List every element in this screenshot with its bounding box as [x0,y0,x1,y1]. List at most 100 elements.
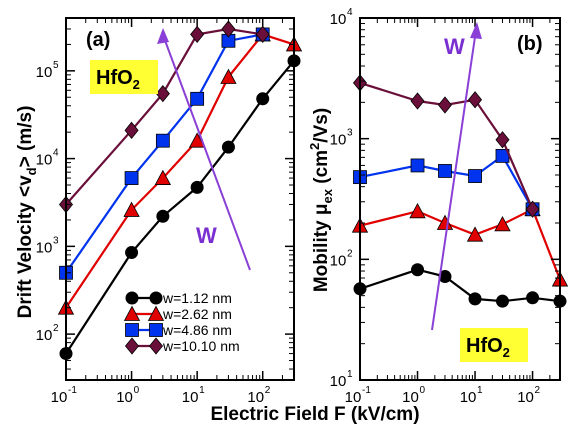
panel-b-label: (b) [517,33,543,55]
data-point-w10-10-b [410,92,425,110]
data-point-w10-10-b [525,200,540,218]
series-line-w2-62-b [359,207,562,280]
legend-marker-w4-86-left [125,323,139,337]
legend-entry-w1-12: w=1.12 nm [125,290,232,306]
data-point-w10-10-a [255,25,270,44]
y-tick-label-a: 10 [36,239,53,256]
y-tick-label-a: 10 [36,152,53,169]
legend-marker-w10-10-left [124,337,140,355]
x-tick-label-b: 10 [460,389,477,406]
x-tick-exp-a: -1 [68,385,77,396]
data-point-w4-86-b [410,158,425,173]
data-point-w1-12-a [190,180,204,194]
data-point-w2-62-b [466,226,484,242]
legend-marker-w10-10-right [148,337,164,355]
material-label-a: HfO2 [96,67,140,92]
data-point-w2-62-a [123,201,140,217]
data-point-w1-12-b [411,263,425,277]
data-point-w1-12-b [495,294,509,308]
material-label-b: HfO2 [466,335,510,360]
y-tick-label-a: 10 [36,327,53,344]
data-point-w4-86-b [438,164,452,178]
data-point-w4-86-a [190,91,205,106]
legend-marker-w4-86-right [149,323,163,337]
data-point-w10-10-a [221,20,236,38]
panel-a-label: (a) [86,29,110,51]
x-tick-label-b: 10 [345,389,362,406]
data-point-w10-10-b [437,96,452,114]
x-tick-exp-b: 2 [535,385,541,396]
direction-arrowhead-b [470,22,482,39]
data-point-w2-62-b [409,202,426,219]
x-tick-label-a: 10 [182,389,199,406]
legend-marker-w2-62-left [123,305,141,321]
series-line-w4-86-b [359,154,534,210]
y-tick-exp-b: 1 [347,369,353,380]
x-tick-exp-b: 0 [420,385,426,396]
legend-label-w4-86: w=4.86 nm [162,322,232,338]
plot-frame-b [359,17,561,381]
legend-label-w10-10: w=10.10 nm [162,338,240,354]
y-tick-exp-a: 4 [53,148,59,159]
y-tick-exp-b: 4 [347,7,353,18]
y-axis-title-a: Drift Velocity <vd> (m/s) [15,106,39,319]
direction-arrow-b [431,29,477,331]
x-tick-exp-a: 1 [199,385,205,396]
hfo2-highlight-b [460,328,528,362]
data-point-w2-62-a [154,169,172,185]
y-tick-exp-a: 5 [53,60,59,71]
y-tick-exp-a: 3 [53,235,59,246]
series-line-w10-10-b [359,81,534,210]
direction-arrowhead-a [157,28,169,44]
series-w10-10-a [58,20,270,214]
data-point-w2-62-b [436,214,454,230]
legend-entry-w2-62: w=2.62 nm [123,305,232,322]
direction-label-b: W [444,34,465,59]
legend-label-w1-12: w=1.12 nm [162,290,232,306]
data-point-w1-12-b [468,292,482,306]
panel-b: 10 -1 10 0 10 1 10 210 110 210 310 4 (b) W HfO2 Mob… [307,7,569,406]
legend-entry-w4-86: w=4.86 nm [125,322,232,338]
y-tick-exp-b: 2 [347,248,353,259]
x-tick-exp-a: 2 [265,385,271,396]
y-tick-label-a: 10 [36,64,53,81]
data-point-w10-10-a [190,25,205,44]
data-point-w4-86-a [155,133,170,148]
series-w10-10-b [352,74,540,218]
legend-marker-w2-62-right [147,305,165,321]
series-w1-12-b [353,263,567,308]
data-point-w10-10-a [155,84,170,103]
x-axis-title: Electric Field F (kV/cm) [210,404,419,425]
x-tick-exp-b: 1 [477,385,483,396]
data-point-w1-12-a [156,209,170,223]
hfo2-highlight-a [90,60,158,94]
data-point-w1-12-a [256,92,270,106]
data-point-w1-12-a [221,140,235,154]
data-point-w1-12-b [438,270,452,284]
direction-arrow-a [162,34,251,271]
y-tick-label-b: 10 [330,252,347,269]
data-point-w10-10-a [124,121,139,139]
y-axis-title-b: Mobility μex (cm2/Vs) [307,108,335,292]
legend-marker-w1-12-right [149,291,163,305]
data-point-w1-12-a [125,246,139,260]
plot-frame-a [65,17,295,381]
y-tick-label-b: 10 [330,373,347,390]
y-tick-label-b: 10 [330,132,347,149]
legend-marker-w1-12-left [125,291,139,305]
x-tick-exp-b: -1 [362,385,371,396]
data-point-w2-62-b [494,215,511,232]
data-point-w1-12-b [526,291,540,305]
panel-a: 10 -1 10 0 10 1 10 210 210 310 410 5 (a) HfO2 W w=1… [15,17,303,406]
legend: w=1.12 nmw=2.62 nmw=4.86 nmw=10.10 nm [123,290,240,355]
x-tick-exp-a: 0 [134,385,140,396]
direction-label-a: W [196,223,217,248]
y-tick-label-b: 10 [330,11,347,28]
y-tick-exp-b: 3 [347,128,353,139]
x-tick-label-a: 10 [51,389,68,406]
legend-entry-w10-10: w=10.10 nm [124,337,240,355]
x-tick-label-a: 10 [247,389,264,406]
data-point-w4-86-b [468,169,482,183]
y-tick-exp-a: 2 [53,323,59,334]
